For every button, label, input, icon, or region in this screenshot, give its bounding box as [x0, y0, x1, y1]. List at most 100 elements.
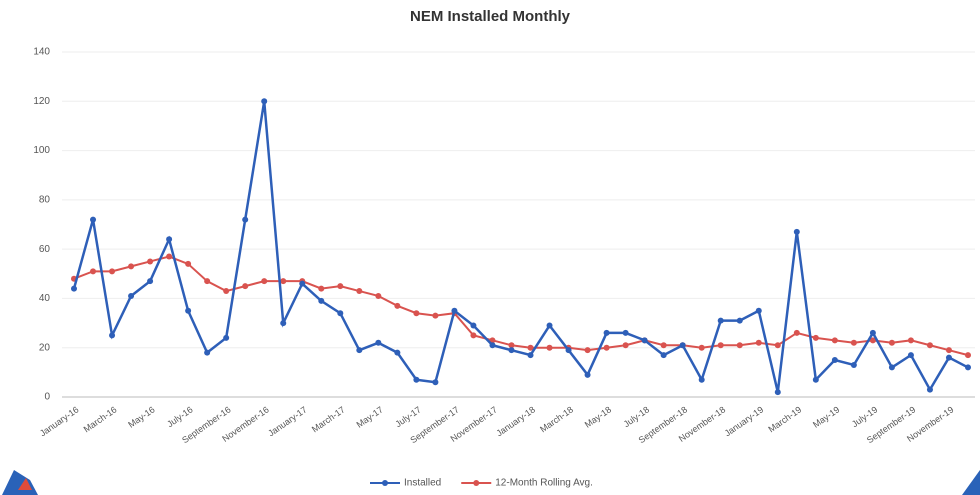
point [128, 292, 135, 299]
point [508, 342, 515, 349]
point [394, 349, 401, 356]
y-tick-label: 140 [33, 47, 50, 58]
point [850, 339, 857, 346]
y-tick-label: 20 [39, 342, 51, 353]
point [432, 312, 439, 319]
series-line [72, 101, 969, 393]
point [965, 352, 971, 359]
x-tick-label: March-16 [82, 404, 119, 434]
point [375, 339, 382, 346]
point [679, 342, 686, 349]
x-tick-label: July-16 [165, 404, 195, 429]
point [451, 307, 458, 314]
x-tick-label: May-17 [355, 404, 385, 429]
point [356, 288, 363, 295]
point [850, 361, 857, 368]
point [432, 379, 439, 386]
point [223, 334, 230, 341]
point [204, 349, 211, 356]
y-tick-label: 0 [44, 392, 50, 403]
point [147, 278, 154, 285]
x-tick-label: May-19 [811, 404, 841, 429]
x-tick-label: March-17 [310, 404, 347, 434]
point [660, 342, 667, 349]
point [375, 292, 382, 299]
point [261, 278, 268, 285]
y-tick-label: 100 [33, 145, 50, 156]
point [755, 307, 762, 314]
point [394, 302, 401, 309]
point [603, 329, 610, 336]
y-tick-label: 120 [33, 96, 50, 107]
point [907, 352, 914, 359]
point [603, 344, 610, 351]
point [527, 352, 534, 359]
point [128, 263, 135, 270]
series-line [73, 255, 969, 357]
point [907, 337, 914, 344]
logo [2, 470, 38, 495]
point [546, 322, 553, 329]
point [413, 310, 420, 317]
point [945, 347, 952, 354]
point [831, 337, 838, 344]
logo [962, 470, 980, 495]
point [888, 339, 895, 346]
point [166, 236, 173, 243]
point [698, 344, 705, 351]
point [622, 329, 629, 336]
y-tick-label: 60 [39, 244, 51, 255]
point [793, 329, 800, 336]
point [584, 371, 591, 378]
point [280, 320, 287, 327]
point [508, 347, 515, 354]
point [147, 258, 154, 265]
point [584, 347, 591, 354]
point [242, 216, 249, 223]
point [717, 342, 724, 349]
point [736, 317, 743, 324]
point [356, 347, 363, 354]
chart-title: NEM Installed Monthly [410, 8, 571, 25]
point [698, 376, 705, 383]
point [546, 344, 553, 351]
point [318, 285, 325, 292]
x-tick-label: July-19 [850, 404, 880, 429]
point [527, 344, 534, 351]
x-tick-label: July-17 [393, 404, 423, 429]
point [166, 253, 173, 260]
point [109, 332, 116, 339]
legend-label: Installed [404, 478, 441, 489]
x-tick-label: January-19 [723, 404, 766, 438]
legend-marker [473, 480, 480, 486]
point [337, 310, 344, 317]
point [812, 376, 819, 383]
point [926, 342, 933, 349]
point [261, 98, 268, 105]
point [470, 332, 477, 339]
x-tick-label: March-18 [538, 404, 575, 434]
point [755, 339, 762, 346]
point [641, 337, 648, 344]
point [793, 228, 800, 235]
point [945, 354, 952, 361]
point [774, 342, 781, 349]
point [223, 288, 230, 295]
x-tick-label: January-17 [266, 404, 309, 438]
point [280, 278, 287, 285]
point [660, 352, 667, 359]
y-tick-label: 80 [39, 194, 51, 205]
point [888, 364, 895, 371]
point [736, 342, 743, 349]
x-tick-label: July-18 [622, 404, 652, 429]
point [622, 342, 629, 349]
logo [18, 478, 32, 490]
x-tick-label: May-18 [583, 404, 613, 429]
point [90, 216, 97, 223]
point [185, 260, 192, 267]
point [869, 337, 876, 344]
x-tick-label: January-16 [38, 404, 81, 438]
point [489, 337, 496, 344]
point [489, 342, 496, 349]
